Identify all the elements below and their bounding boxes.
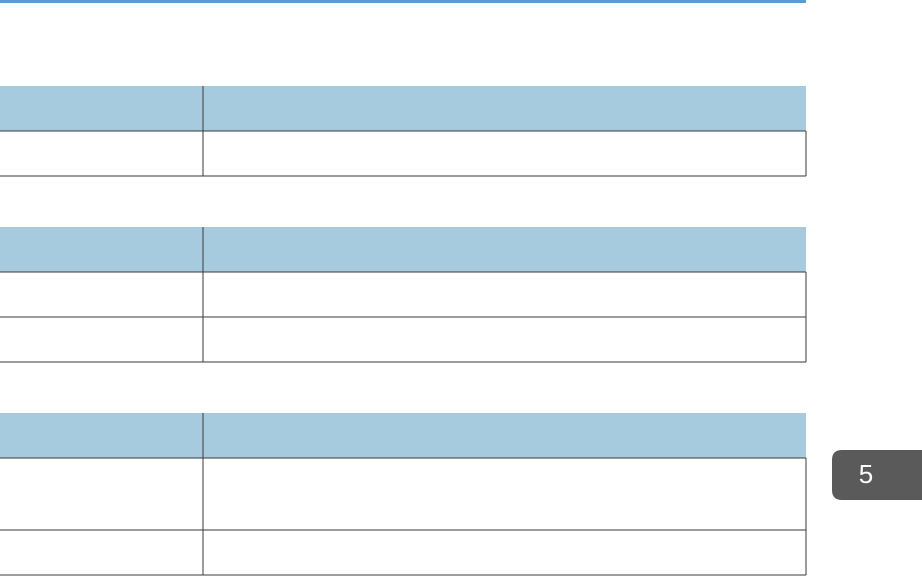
chapter-tab: 5 xyxy=(832,450,922,500)
table-header xyxy=(0,227,806,272)
table-3 xyxy=(0,413,807,576)
table-header xyxy=(0,413,806,458)
table-2 xyxy=(0,227,807,363)
table-1 xyxy=(0,86,807,177)
tab-number: 5 xyxy=(859,459,873,489)
tab-background xyxy=(832,450,922,500)
table-header xyxy=(0,86,806,131)
top-rule xyxy=(0,0,806,3)
